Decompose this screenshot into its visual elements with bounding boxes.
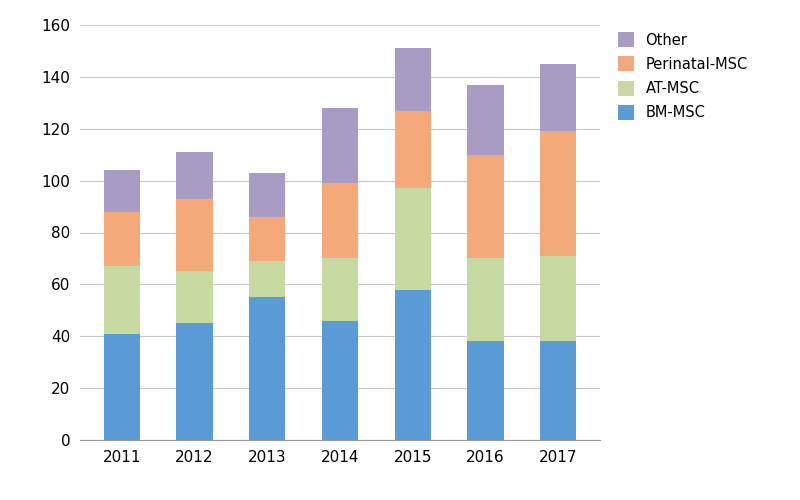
Bar xyxy=(394,110,431,188)
Bar xyxy=(540,132,576,256)
Bar xyxy=(467,342,504,440)
Bar xyxy=(249,173,286,217)
Bar xyxy=(249,298,286,440)
Bar xyxy=(540,342,576,440)
Legend: Other, Perinatal-MSC, AT-MSC, BM-MSC: Other, Perinatal-MSC, AT-MSC, BM-MSC xyxy=(618,32,748,120)
Bar xyxy=(467,258,504,342)
Bar xyxy=(467,154,504,258)
Bar xyxy=(322,183,358,258)
Bar xyxy=(394,290,431,440)
Bar xyxy=(249,261,286,298)
Bar xyxy=(176,152,213,199)
Bar xyxy=(540,64,576,132)
Bar xyxy=(104,212,140,266)
Bar xyxy=(322,320,358,440)
Bar xyxy=(540,256,576,342)
Bar xyxy=(322,108,358,183)
Bar xyxy=(249,217,286,261)
Bar xyxy=(394,48,431,110)
Bar xyxy=(176,324,213,440)
Bar xyxy=(322,258,358,320)
Bar xyxy=(467,84,504,154)
Bar xyxy=(176,272,213,324)
Bar xyxy=(176,199,213,272)
Bar xyxy=(394,188,431,290)
Bar xyxy=(104,266,140,334)
Bar xyxy=(104,334,140,440)
Bar xyxy=(104,170,140,212)
